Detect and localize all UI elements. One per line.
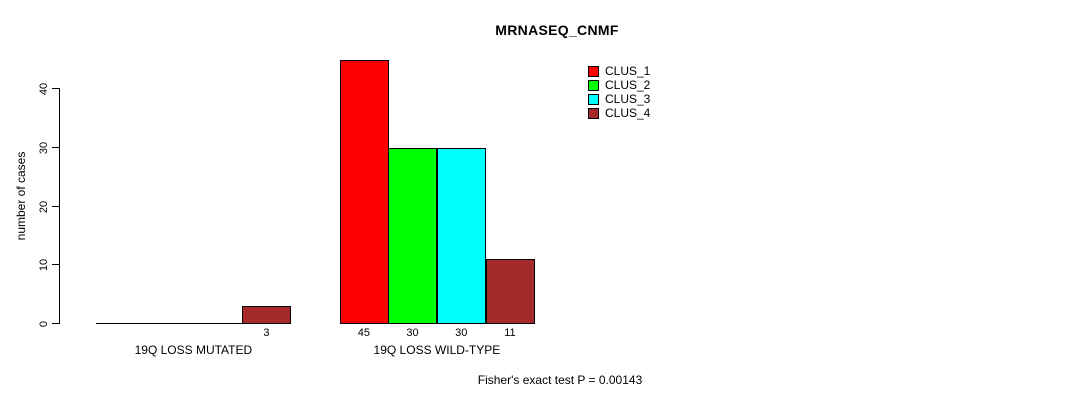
legend-swatch-clus_4 [588,107,599,119]
y-tick-label: 0 [38,320,50,327]
y-tick-label: 40 [38,82,50,95]
y-tick-mark [52,88,59,89]
legend-row: CLUS_2 [588,78,650,92]
legend-label: CLUS_4 [605,106,651,120]
bar-value-label: 45 [357,327,370,339]
y-tick-label: 10 [38,258,50,271]
bar-value-label: 30 [455,327,468,339]
legend-swatch-clus_1 [588,65,599,77]
y-tick-label: 30 [38,141,50,154]
y-tick-mark [52,264,59,265]
zero-height-bar-clus_3 [193,323,243,324]
bar-clus_1 [340,60,389,324]
legend-label: CLUS_1 [605,64,651,78]
legend-label: CLUS_2 [605,78,651,92]
category-label: 19Q LOSS WILD-TYPE [373,343,501,357]
legend-label: CLUS_3 [605,92,651,106]
category-label: 19Q LOSS MUTATED [134,343,253,357]
legend-swatch-clus_2 [588,79,599,91]
y-tick-label: 20 [38,200,50,213]
bar-clus_4 [242,306,291,324]
bar-clus_2 [388,148,437,324]
legend-row: CLUS_3 [588,92,650,106]
legend-swatch-clus_3 [588,93,599,105]
y-tick-mark [52,206,59,207]
bar-clus_3 [437,148,486,324]
chart-title: MRNASEQ_CNMF [495,22,619,38]
legend-row: CLUS_1 [588,64,650,78]
bar-value-label: 3 [263,327,270,339]
bar-value-label: 11 [504,327,516,339]
zero-height-bar-clus_1 [96,323,146,324]
zero-height-bar-clus_2 [145,323,195,324]
y-axis-label: number of cases [14,151,28,241]
legend: CLUS_1 CLUS_2 CLUS_3 CLUS_4 [588,64,650,120]
y-axis-line [59,88,60,324]
y-tick-mark [52,323,59,324]
bar-value-label: 30 [406,327,419,339]
y-tick-mark [52,147,59,148]
bar-clus_4 [486,259,535,324]
legend-row: CLUS_4 [588,106,650,120]
fisher-test-annotation: Fisher's exact test P = 0.00143 [477,373,643,387]
